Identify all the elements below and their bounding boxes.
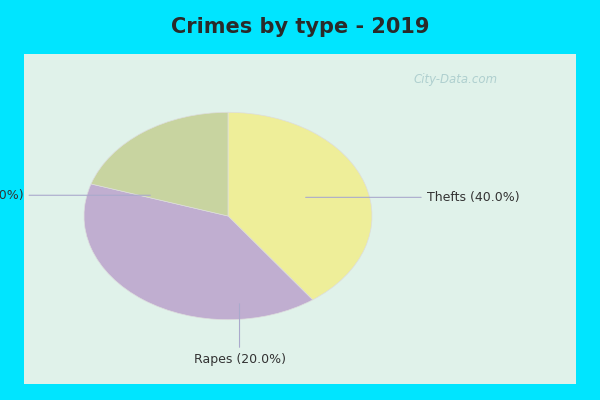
Text: Auto thefts (40.0%): Auto thefts (40.0%) bbox=[0, 189, 151, 202]
Text: Thefts (40.0%): Thefts (40.0%) bbox=[305, 191, 520, 204]
Text: Rapes (20.0%): Rapes (20.0%) bbox=[194, 304, 286, 366]
Text: Crimes by type - 2019: Crimes by type - 2019 bbox=[171, 17, 429, 37]
Text: City-Data.com: City-Data.com bbox=[414, 74, 498, 86]
Wedge shape bbox=[84, 184, 313, 320]
Wedge shape bbox=[228, 112, 372, 300]
Wedge shape bbox=[91, 112, 228, 216]
